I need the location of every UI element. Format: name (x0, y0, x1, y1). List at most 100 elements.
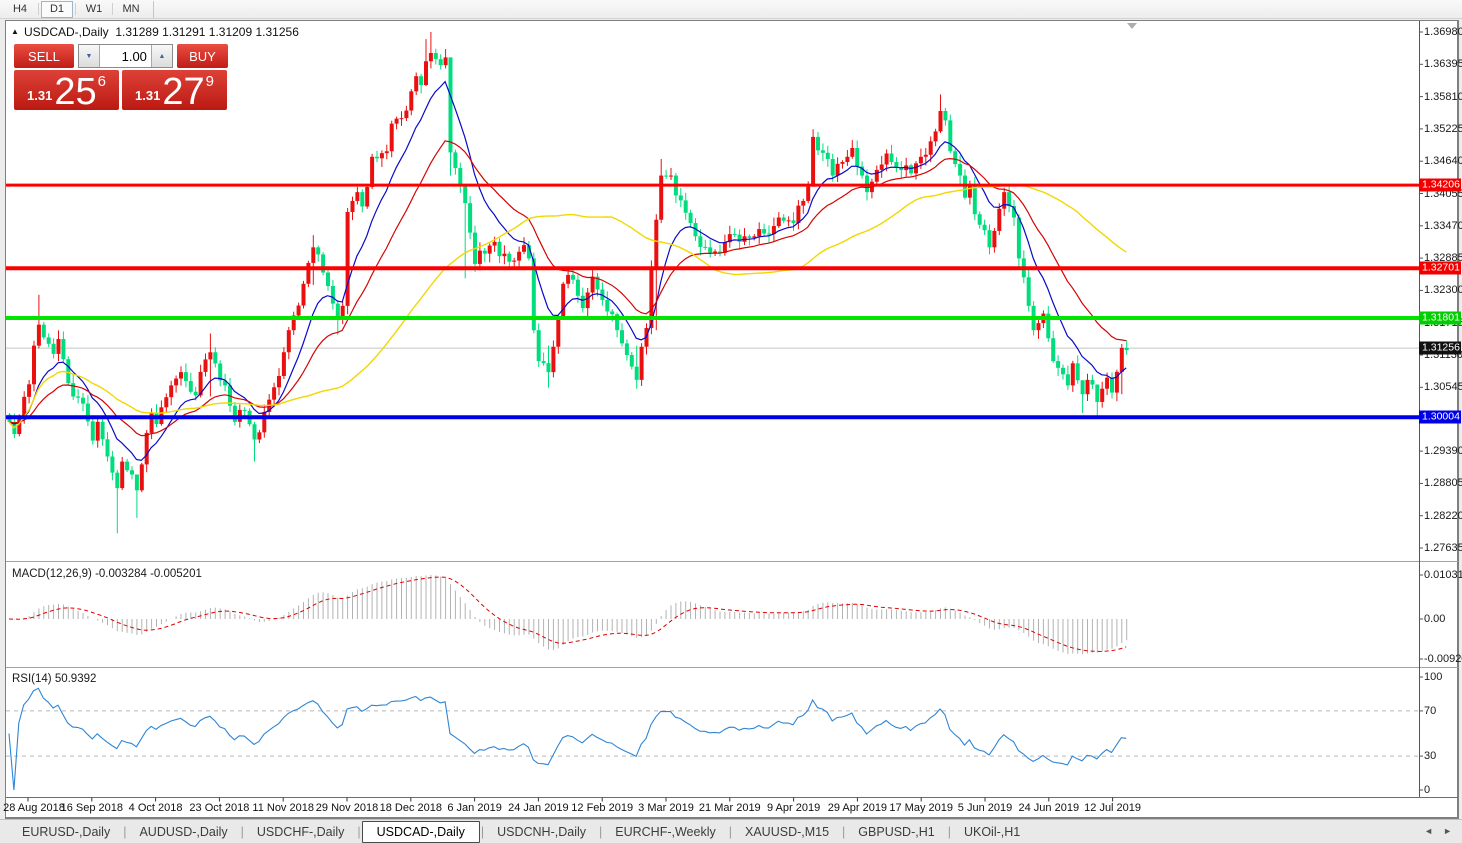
candle-bear (1110, 377, 1114, 393)
candle-bear (330, 286, 335, 304)
candle-bear (825, 152, 830, 160)
candle-bull (884, 153, 889, 165)
candle-bear (468, 203, 473, 233)
sell-price-main: 25 (54, 71, 97, 113)
candle-bear (762, 229, 767, 234)
candle-bull (169, 385, 174, 398)
candle-bear (125, 461, 130, 471)
tab-usdcnh-daily[interactable]: USDCNH-,Daily (497, 824, 587, 839)
candle-bull (845, 156, 850, 163)
volume-increase-icon[interactable]: ▲ (150, 45, 172, 67)
candle-bull (198, 371, 203, 396)
candle-bear (110, 456, 115, 473)
sell-price-panel[interactable]: 1.31 25 6 (14, 70, 119, 113)
candle-bull (404, 110, 409, 119)
candle-bull (551, 346, 556, 373)
candle-bear (51, 343, 56, 354)
candle-bull (174, 378, 179, 386)
tab-gbpusd-h1[interactable]: GBPUSD-,H1 (858, 824, 935, 839)
candle-bear (536, 330, 541, 362)
candle-bear (66, 359, 71, 384)
candle-bear (242, 409, 247, 411)
candle-bear (781, 217, 786, 221)
timeframe-button-w1[interactable]: W1 (85, 3, 103, 15)
candle-bear (438, 59, 443, 66)
candle-bull (36, 324, 41, 346)
candle-bull (414, 76, 419, 92)
tab-audusd-daily[interactable]: AUDUSD-,Daily (139, 824, 228, 839)
candle-bear (85, 403, 90, 422)
tab-xauusd-m15[interactable]: XAUUSD-,M15 (745, 824, 830, 839)
candle-bull (757, 229, 762, 237)
candle-bear (816, 136, 820, 151)
volume-decrease-icon[interactable]: ▼ (78, 45, 100, 67)
candle-bear (610, 311, 615, 315)
tab-ukoil-h1[interactable]: UKOil-,H1 (963, 824, 1021, 839)
candle-bull (801, 200, 806, 206)
tab-scroll-left-icon[interactable]: ◄ (1424, 826, 1434, 836)
sell-price-prefix: 1.31 (27, 88, 53, 103)
candle-bear (463, 185, 468, 204)
toolbar-separator (112, 3, 113, 15)
tab-usdcad-daily[interactable]: USDCAD-,Daily (361, 820, 480, 843)
candle-bull (874, 169, 879, 182)
candle-bull (409, 91, 414, 111)
candle-bear (1124, 347, 1129, 351)
tab-usdchf-daily[interactable]: USDCHF-,Daily (256, 824, 345, 839)
candle-bull (22, 396, 27, 417)
ma-line-slow (8, 183, 1127, 429)
candle-bull (590, 276, 595, 293)
candle-bull (443, 57, 448, 66)
candle-bear (737, 234, 742, 242)
candle-bull (752, 236, 757, 238)
candle-bear (448, 57, 453, 153)
tab-separator: | (480, 824, 485, 839)
candle-bull (27, 384, 32, 397)
tab-separator: | (357, 824, 361, 839)
candle-bear (1007, 192, 1012, 207)
candle-bull (585, 292, 590, 309)
candle-bear (81, 397, 85, 404)
candle-bear (767, 233, 771, 235)
candle-bear (620, 330, 624, 344)
candle-bear (977, 214, 982, 225)
candle-bear (316, 247, 321, 255)
tab-separator: | (728, 824, 732, 839)
candle-bull (1085, 379, 1090, 395)
tab-eurusd-daily[interactable]: EURUSD-,Daily (22, 824, 111, 839)
candle-bull (786, 220, 791, 222)
candle-bear (1016, 217, 1021, 259)
candle-bull (522, 245, 526, 252)
candle-bull (992, 230, 997, 248)
candle-bear (100, 421, 105, 440)
candle-bull (796, 205, 801, 224)
volume-input[interactable]: 1.00 (121, 48, 147, 64)
candle-bear (458, 168, 463, 186)
tab-separator: | (240, 824, 244, 839)
candle-bear (1080, 380, 1085, 395)
candle-bear (1012, 206, 1016, 218)
tab-scroll-right-icon[interactable]: ► (1443, 826, 1452, 836)
candle-bear (541, 361, 546, 364)
timeframe-button-h4[interactable]: H4 (12, 3, 28, 15)
candle-bull (350, 200, 355, 213)
candle-bull (389, 123, 394, 152)
candle-bear (580, 295, 585, 309)
buy-button[interactable]: BUY (176, 44, 228, 68)
candle-bull (120, 461, 125, 489)
tab-eurchf-weekly[interactable]: EURCHF-,Weekly (615, 824, 716, 839)
candle-bear (326, 272, 330, 287)
sell-button[interactable]: SELL (14, 44, 74, 68)
candle-bull (424, 61, 428, 86)
candle-bull (296, 305, 301, 316)
candle-bull (918, 156, 923, 164)
buy-price-panel[interactable]: 1.31 27 9 (122, 70, 227, 111)
candle-bear (1095, 384, 1100, 402)
candle-bear (482, 250, 487, 254)
timeframe-button-d1[interactable]: D1 (41, 0, 73, 18)
candle-bull (914, 163, 918, 174)
timeframe-button-mn[interactable]: MN (122, 3, 140, 15)
tab-separator: | (599, 824, 603, 839)
candle-bear (747, 236, 752, 238)
